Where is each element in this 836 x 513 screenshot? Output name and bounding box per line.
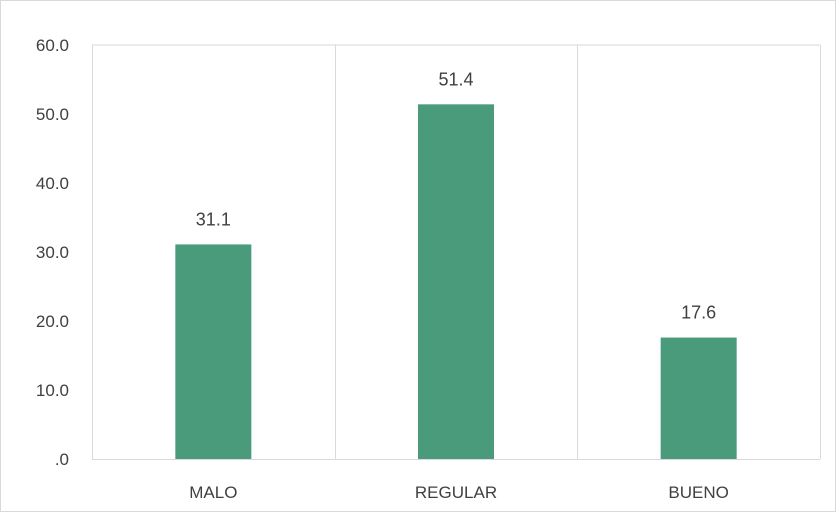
bars-layer (175, 104, 737, 459)
data-label-bueno: 17.6 (681, 303, 716, 323)
bar-bueno (660, 337, 737, 459)
y-tick-label: 60.0 (36, 36, 69, 55)
y-tick-label: 30.0 (36, 243, 69, 262)
bar-regular (418, 104, 494, 459)
labels-layer: .0 10.0 20.0 30.0 40.0 50.0 60.0 31.1 MALO 51.4 RE… (36, 36, 729, 502)
bar-malo (175, 244, 252, 459)
y-tick-label: .0 (55, 450, 69, 469)
y-tick-label: 40.0 (36, 174, 69, 193)
category-label-regular: REGULAR (415, 483, 497, 502)
grid-layer (92, 44, 821, 460)
y-tick-label: 10.0 (36, 381, 69, 400)
data-label-regular: 51.4 (438, 69, 473, 89)
category-label-bueno: BUENO (668, 483, 728, 502)
category-label-malo: MALO (189, 483, 237, 502)
y-tick-label: 20.0 (36, 312, 69, 331)
y-tick-label: 50.0 (36, 105, 69, 124)
data-label-malo: 31.1 (196, 209, 231, 229)
